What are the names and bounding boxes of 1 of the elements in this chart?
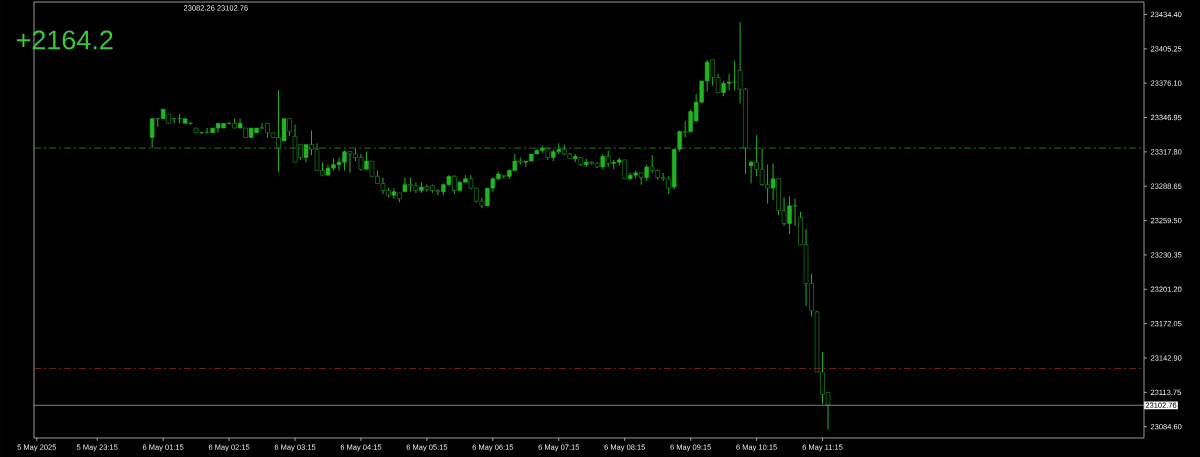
annotation: +2164.2	[16, 30, 113, 50]
